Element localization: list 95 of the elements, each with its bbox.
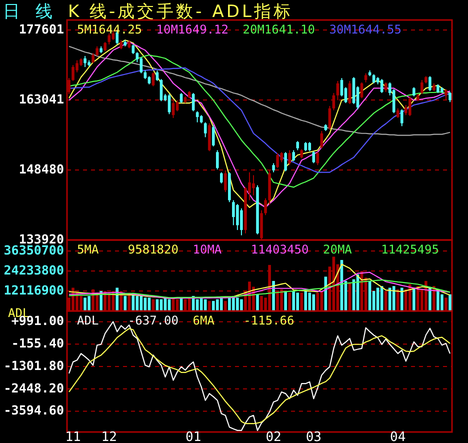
bar bbox=[296, 292, 299, 311]
x-tick-label: 11 bbox=[65, 430, 81, 443]
text: 20MA 11425495 bbox=[323, 242, 439, 256]
candlestick bbox=[264, 198, 267, 216]
bar bbox=[312, 294, 316, 311]
y-tick-label: 133920 bbox=[18, 231, 64, 246]
text: 20M1641.10 bbox=[242, 22, 315, 36]
candlestick bbox=[312, 150, 316, 164]
bar bbox=[216, 299, 219, 311]
bar bbox=[220, 298, 223, 311]
bar bbox=[292, 291, 295, 311]
candlestick bbox=[448, 92, 452, 103]
x-tick-label: 02 bbox=[266, 430, 282, 443]
x-tick-label: 04 bbox=[390, 430, 406, 443]
y-tick-label: 12116900 bbox=[4, 282, 64, 298]
text: 6MA -115.66 bbox=[192, 313, 294, 328]
y-tick-label: -1301.80 bbox=[4, 358, 64, 373]
candlestick bbox=[316, 152, 320, 166]
bar bbox=[228, 298, 231, 311]
candlestick bbox=[296, 140, 299, 151]
candlestick bbox=[364, 72, 368, 83]
series-label: ADL -637.00 bbox=[77, 313, 178, 328]
bar bbox=[124, 296, 127, 311]
candlestick bbox=[192, 92, 195, 112]
candlestick bbox=[420, 80, 424, 94]
y-tick-label: -2448.20 bbox=[4, 380, 64, 396]
series-label: 10M1649.12 bbox=[156, 22, 228, 36]
bar bbox=[236, 298, 239, 311]
bar bbox=[284, 291, 287, 311]
bar bbox=[440, 294, 444, 311]
candlestick bbox=[196, 110, 199, 123]
candlestick bbox=[204, 122, 207, 138]
candlestick bbox=[372, 74, 376, 84]
bar bbox=[212, 300, 215, 311]
bar bbox=[200, 298, 203, 311]
candlestick bbox=[92, 52, 94, 64]
candlestick bbox=[292, 150, 295, 162]
candlestick bbox=[108, 32, 111, 45]
candlestick bbox=[252, 174, 255, 196]
candlestick bbox=[104, 42, 106, 52]
text: 5MA 9581820 bbox=[77, 242, 178, 256]
bar bbox=[400, 288, 404, 311]
y-tick-label: 177601 bbox=[18, 21, 64, 36]
bar bbox=[240, 299, 243, 311]
candlestick bbox=[236, 204, 239, 230]
candlestick bbox=[272, 162, 275, 173]
candlestick bbox=[224, 170, 227, 193]
series-label: 5M1644.25 bbox=[77, 22, 142, 36]
bar bbox=[304, 291, 308, 311]
candlestick bbox=[428, 76, 432, 92]
candlestick bbox=[212, 124, 215, 147]
line-series bbox=[68, 67, 451, 173]
bar bbox=[412, 288, 416, 311]
y-tick-label: -155.40 bbox=[11, 336, 64, 351]
bar bbox=[84, 298, 86, 311]
bar bbox=[428, 288, 432, 311]
line-series bbox=[68, 279, 451, 298]
x-tick-label: 03 bbox=[306, 430, 322, 443]
candlestick bbox=[284, 152, 287, 172]
candlestick bbox=[400, 108, 404, 127]
candlestick bbox=[84, 55, 86, 68]
candlestick bbox=[216, 150, 219, 170]
candlestick bbox=[288, 150, 291, 166]
bar bbox=[204, 299, 207, 311]
y-tick-label: -3594.60 bbox=[4, 402, 64, 418]
candlestick bbox=[96, 46, 98, 56]
x-tick-label: 12 bbox=[101, 430, 117, 443]
bar bbox=[256, 294, 259, 311]
candlestick bbox=[240, 208, 243, 236]
candlestick bbox=[304, 142, 308, 152]
x-tick-label: 01 bbox=[186, 430, 202, 443]
text: 10MA 11403450 bbox=[192, 242, 309, 256]
y-tick-label: 148480 bbox=[18, 161, 64, 176]
bar bbox=[448, 294, 452, 311]
bar bbox=[88, 296, 90, 311]
candlestick bbox=[280, 152, 283, 163]
candlestick bbox=[412, 86, 416, 97]
bar bbox=[436, 289, 440, 311]
candlestick bbox=[300, 148, 304, 159]
line-series bbox=[68, 46, 451, 136]
chart-subtitle: K 线-成交手数- ADL指标 bbox=[68, 2, 293, 22]
candlestick bbox=[308, 142, 312, 152]
line-series bbox=[68, 272, 451, 299]
bar bbox=[392, 286, 396, 311]
text: 30M1644.55 bbox=[329, 22, 402, 36]
candlestick bbox=[396, 108, 400, 118]
y-tick-label: 24233800 bbox=[4, 262, 64, 278]
candlestick bbox=[232, 200, 235, 226]
line-series bbox=[68, 54, 451, 188]
y-tick-label: 163041 bbox=[18, 91, 64, 106]
candlestick bbox=[220, 172, 223, 184]
candlestick bbox=[72, 64, 74, 82]
candlestick bbox=[120, 40, 123, 50]
bar bbox=[308, 292, 312, 311]
chart-title: 日 线 bbox=[3, 2, 58, 22]
